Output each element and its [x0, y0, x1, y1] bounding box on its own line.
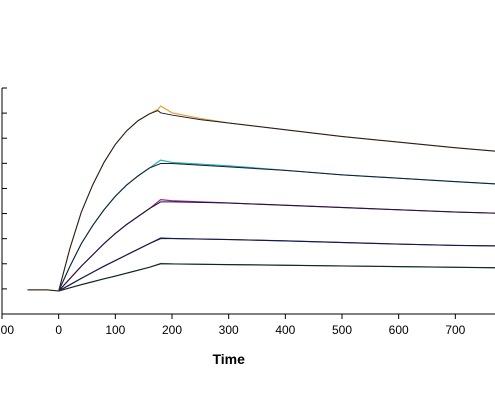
x-axis-title: Time [212, 351, 245, 367]
x-tick-label: 100 [105, 323, 125, 337]
series-4-fit-line [58, 238, 495, 292]
x-tick-label: 500 [332, 323, 352, 337]
x-tick-label: 400 [275, 323, 295, 337]
series-1-fit-line [27, 109, 495, 292]
plot-area: -100 0 100 200 300 400 500 600 700 [0, 87, 495, 337]
series-4-data-line [58, 237, 495, 292]
x-tick-label: 200 [162, 323, 182, 337]
x-tick-label: 700 [445, 323, 465, 337]
x-tick-label: 600 [389, 323, 409, 337]
y-ticks [2, 87, 7, 315]
series-layer [27, 105, 495, 292]
x-ticks: -100 0 100 200 300 400 500 600 700 [0, 314, 466, 337]
series-3-fit-line [58, 201, 495, 292]
series-5-fit-line [58, 263, 495, 292]
x-tick-label: 300 [219, 323, 239, 337]
x-tick-label: 0 [55, 323, 62, 337]
x-tick-label: -100 [0, 323, 14, 337]
series-1-data-line [27, 105, 495, 292]
series-5-data-line [58, 262, 495, 292]
series-2-fit-line [58, 163, 495, 292]
